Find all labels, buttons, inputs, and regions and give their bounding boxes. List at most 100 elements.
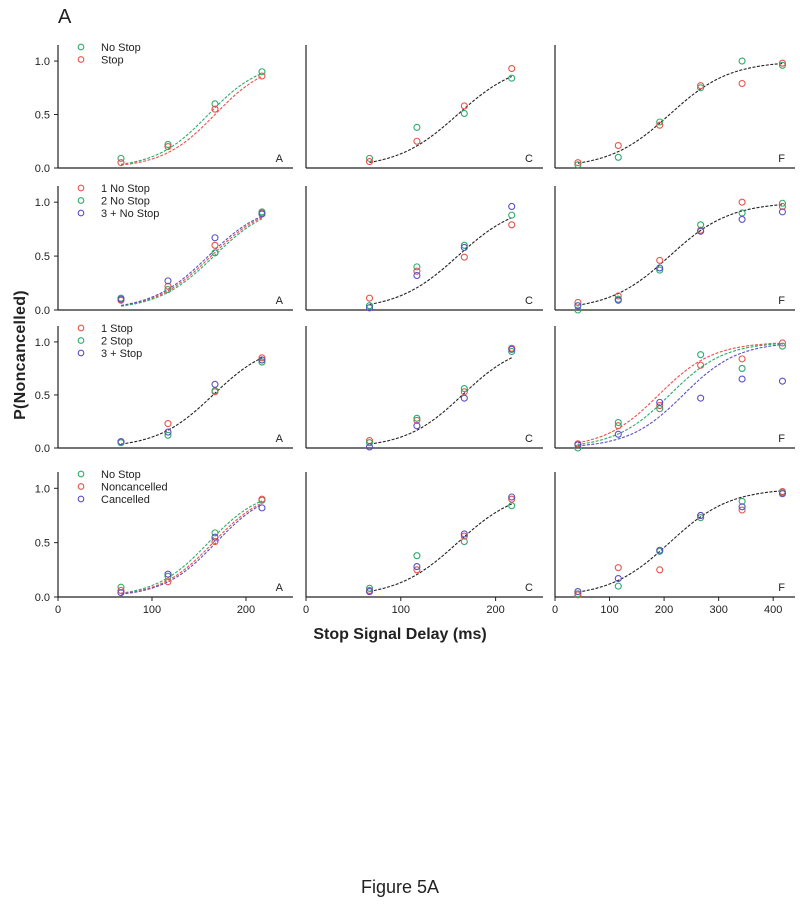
data-point-blue	[258, 504, 266, 512]
legend-label: 3 + No Stop	[101, 208, 159, 220]
data-point-blue	[738, 503, 746, 511]
fit-curve-blue	[577, 344, 783, 447]
data-point-green	[413, 123, 421, 131]
panel-corner-label: C	[525, 582, 533, 594]
legend-label: 3 + Stop	[101, 348, 142, 360]
fit-curve-black	[369, 503, 512, 592]
data-point-green	[508, 211, 516, 219]
fit-curve-black	[369, 357, 512, 445]
data-point-blue	[117, 589, 125, 597]
panel-corner-label: F	[778, 582, 785, 594]
panel-corner-label: C	[525, 153, 533, 165]
data-point-green	[697, 84, 705, 92]
data-point-red	[258, 495, 266, 503]
y-tick-label: 1.0	[35, 483, 50, 495]
data-point-green	[738, 364, 746, 372]
data-point-blue	[258, 210, 266, 218]
data-point-red	[211, 538, 219, 546]
data-point-blue	[656, 398, 664, 406]
data-point-red	[738, 506, 746, 514]
fit-curve-red	[120, 502, 263, 595]
data-point-green	[738, 57, 746, 65]
data-point-red	[656, 402, 664, 410]
fit-curve-black	[369, 217, 512, 305]
data-point-red	[413, 566, 421, 574]
data-point-green	[117, 154, 125, 162]
chart-panel: F	[554, 186, 795, 314]
data-point-red	[164, 143, 172, 151]
data-point-blue	[460, 243, 468, 252]
data-point-red	[413, 137, 421, 145]
fit-curve-blue	[120, 215, 263, 306]
y-tick-label: 0.0	[35, 592, 50, 604]
fit-curve-black	[120, 357, 263, 445]
data-point-blue	[117, 438, 125, 446]
data-point-green	[508, 347, 516, 356]
data-point-green	[460, 241, 468, 249]
legend-marker-blue	[77, 209, 85, 217]
data-point-red	[738, 79, 746, 88]
fit-curve-black	[369, 75, 512, 164]
chart-panel: 0 100 200 300 400 F	[552, 472, 795, 616]
fit-curve-green	[120, 72, 263, 165]
legend-label: 2 Stop	[101, 336, 133, 348]
x-tick-label: 0	[303, 604, 309, 616]
data-point-blue	[738, 215, 746, 223]
panel-corner-label: F	[778, 153, 785, 165]
data-point-green	[574, 306, 582, 314]
panel-corner-label: F	[778, 433, 785, 445]
data-point-green	[738, 209, 746, 217]
fit-curve-red	[120, 75, 263, 166]
data-point-red	[460, 253, 468, 261]
data-point-green	[164, 285, 172, 294]
legend-marker-green	[77, 470, 85, 478]
fit-curve-black	[577, 62, 783, 164]
legend-marker-green	[77, 337, 85, 344]
data-point-blue	[656, 546, 664, 554]
data-point-green	[460, 538, 468, 546]
data-point-blue	[117, 295, 125, 303]
data-point-red	[211, 241, 219, 249]
x-tick-label: 300	[709, 604, 727, 616]
data-point-red	[697, 82, 705, 90]
x-tick-label: 100	[600, 604, 618, 616]
data-point-blue	[656, 264, 664, 272]
data-point-blue	[460, 394, 468, 402]
data-point-blue	[697, 227, 705, 235]
data-point-blue	[164, 428, 172, 436]
legend-marker-red	[77, 184, 85, 192]
data-point-red	[738, 355, 746, 363]
data-point-green	[365, 302, 374, 310]
x-tick-label: 400	[764, 604, 782, 616]
data-point-blue	[697, 511, 705, 520]
fit-curve-green	[120, 218, 263, 307]
data-point-blue	[574, 441, 582, 449]
data-point-blue	[164, 570, 172, 578]
data-point-red	[574, 298, 582, 307]
data-point-blue	[508, 493, 516, 501]
data-point-blue	[574, 302, 582, 310]
legend-marker-red	[77, 324, 85, 332]
data-point-green	[211, 249, 219, 257]
data-point-red	[574, 591, 582, 599]
legend-marker-blue	[77, 495, 85, 503]
data-point-red	[365, 158, 374, 166]
data-point-blue	[778, 377, 787, 385]
legend-label: No Stop	[101, 469, 141, 481]
fit-curve-black	[577, 490, 783, 593]
data-point-green	[574, 161, 582, 169]
data-point-green	[738, 497, 746, 505]
legend-label: Noncancelled	[101, 482, 168, 494]
data-point-green	[508, 502, 516, 510]
x-tick-label: 200	[237, 604, 255, 616]
data-point-red	[778, 202, 787, 211]
legend-marker-green	[77, 43, 85, 51]
data-point-red	[614, 141, 622, 150]
data-point-red	[697, 361, 705, 369]
data-point-green	[365, 154, 374, 162]
data-point-red	[614, 292, 622, 300]
y-tick-label: 1.0	[35, 197, 50, 209]
data-point-green	[258, 358, 266, 366]
figure-caption: Figure 5A	[360, 877, 440, 897]
legend-label: 1 No Stop	[101, 183, 150, 195]
